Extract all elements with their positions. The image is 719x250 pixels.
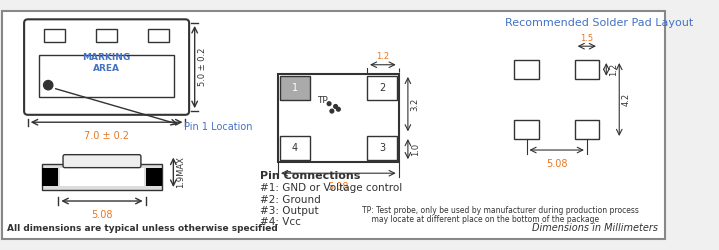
Text: Pin 1 Location: Pin 1 Location [183,122,252,132]
Text: 4: 4 [292,143,298,153]
Text: 2: 2 [379,83,385,93]
Text: All dimensions are typical unless otherwise specified: All dimensions are typical unless otherw… [7,224,278,234]
Bar [280,136,310,160]
Circle shape [334,104,337,108]
Bar [42,164,162,190]
Text: 7.0 ± 0.2: 7.0 ± 0.2 [84,132,129,141]
Bar [96,28,116,42]
Bar [39,56,174,97]
Bar [278,74,398,162]
Bar [574,60,599,79]
Text: MARKING: MARKING [83,53,131,62]
Bar [515,120,539,139]
Text: 3: 3 [379,143,385,153]
Text: AREA: AREA [93,64,120,73]
Text: 3.2: 3.2 [411,98,420,111]
Text: 1: 1 [292,83,298,93]
Text: #3: Output: #3: Output [260,206,319,216]
Text: 1.9MAX: 1.9MAX [176,156,185,188]
FancyBboxPatch shape [63,155,141,168]
Circle shape [327,102,331,106]
Text: 5.08: 5.08 [328,182,349,192]
Circle shape [44,80,52,90]
Text: Dimensions in Millimeters: Dimensions in Millimeters [532,224,658,234]
Bar [515,60,539,79]
Text: #2: Ground: #2: Ground [260,194,321,204]
Text: 1.2: 1.2 [609,63,618,76]
Bar [574,120,599,139]
Text: 1.2: 1.2 [376,52,390,61]
Bar [45,28,65,42]
Text: 5.0 ± 0.2: 5.0 ± 0.2 [198,48,207,86]
Bar [145,168,162,186]
Text: #1: GND or Voltage control: #1: GND or Voltage control [260,184,402,194]
Text: #4: Vcc: #4: Vcc [260,217,301,227]
Text: Pin Connections: Pin Connections [260,171,360,181]
Bar [42,168,58,186]
Text: TP: TP [317,96,328,106]
Bar [367,136,397,160]
Circle shape [336,108,340,111]
Text: 5.08: 5.08 [546,159,567,169]
Text: TP: Test probe, only be used by manufacturer during production process: TP: Test probe, only be used by manufact… [362,206,638,215]
Text: may locate at different place on the bottom of the package: may locate at different place on the bot… [362,215,599,224]
Circle shape [330,109,334,113]
Text: 5.08: 5.08 [91,210,113,220]
Text: Recommended Solder Pad Layout: Recommended Solder Pad Layout [505,18,694,28]
Text: 4.2: 4.2 [622,93,631,106]
Bar [280,76,310,100]
Bar [367,76,397,100]
FancyBboxPatch shape [24,19,189,115]
Text: 1.5: 1.5 [580,34,593,43]
Text: 1.0: 1.0 [411,142,420,156]
Bar [60,168,144,186]
Bar [148,28,169,42]
